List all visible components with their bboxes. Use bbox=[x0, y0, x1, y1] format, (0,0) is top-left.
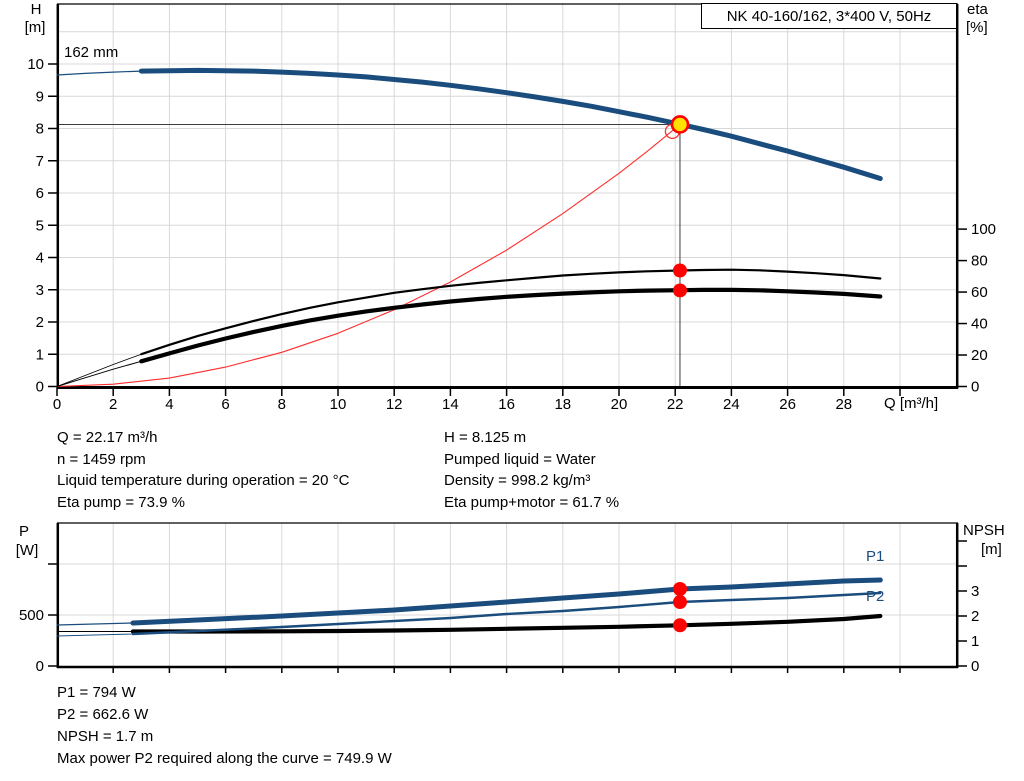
eta-pump-motor-curve bbox=[56, 287, 883, 387]
h-tick-label: 5 bbox=[36, 217, 44, 234]
h-tick-label: 2 bbox=[36, 314, 44, 331]
p1-duty-dot bbox=[672, 581, 687, 596]
p2-curve bbox=[56, 591, 882, 637]
eta-tick-label: 40 bbox=[971, 316, 988, 333]
h-tick-label: 8 bbox=[36, 121, 44, 138]
bottom-chart-grid bbox=[57, 523, 958, 666]
top-right-axis-unit: [%] bbox=[966, 19, 988, 36]
p1-curve-label: P1 bbox=[866, 548, 885, 565]
bottom-chart: 0 500 0 1 2 3 bbox=[19, 522, 979, 675]
q-tick-label: 22 bbox=[667, 396, 684, 413]
h-tick-label: 3 bbox=[36, 282, 44, 299]
q-tick-label: 4 bbox=[165, 396, 173, 413]
result-data-block: P1 = 794 W P2 = 662.6 W NPSH = 1.7 m Max… bbox=[57, 684, 392, 772]
curve-title: NK 40-160/162, 3*400 V, 50Hz bbox=[726, 7, 932, 25]
q-tick-label: 8 bbox=[278, 396, 286, 413]
info-line-p1: P1 = 794 W bbox=[57, 684, 136, 701]
system-curve bbox=[56, 123, 681, 388]
info-line-n: n = 1459 rpm bbox=[57, 450, 146, 468]
info-line-p2: P2 = 662.6 W bbox=[57, 706, 149, 723]
info-line-eta-pump: Eta pump = 73.9 % bbox=[57, 493, 185, 511]
p1-curve bbox=[56, 577, 883, 626]
q-tick-label: 14 bbox=[442, 396, 459, 413]
eta-tick-label: 100 bbox=[971, 221, 996, 238]
q-tick-label: 18 bbox=[554, 396, 571, 413]
info-line-q: Q = 22.17 m³/h bbox=[57, 429, 158, 446]
info-line-density: Density = 998.2 kg/m³ bbox=[444, 472, 591, 490]
curve-title-box: NK 40-160/162, 3*400 V, 50Hz bbox=[701, 3, 957, 29]
eta-tick-label: 20 bbox=[971, 347, 988, 364]
top-chart-markers bbox=[664, 115, 690, 298]
bottom-left-axis-title: P bbox=[18, 523, 29, 540]
info-line-liquid: Pumped liquid = Water bbox=[444, 450, 596, 468]
npsh-tick-label: 2 bbox=[971, 608, 979, 625]
info-line-maxpower: Max power P2 required along the curve = … bbox=[57, 750, 392, 767]
impeller-diameter-label: 162 mm bbox=[64, 44, 119, 61]
eta-pump-duty-dot bbox=[672, 263, 687, 278]
q-tick-label: 28 bbox=[835, 396, 852, 413]
duty-point-marker bbox=[670, 115, 690, 134]
top-chart-curves bbox=[56, 67, 883, 388]
q-tick-label: 26 bbox=[779, 396, 796, 413]
p2-duty-dot bbox=[672, 595, 687, 610]
p-tick-label: 500 bbox=[19, 607, 44, 624]
eta-pump-curve bbox=[56, 268, 882, 387]
bottom-left-axis-unit: [W] bbox=[15, 542, 39, 559]
info-line-eta-total: Eta pump+motor = 61.7 % bbox=[444, 493, 620, 511]
bottom-right-axis-title: NPSH bbox=[963, 522, 1005, 539]
h-tick-label: 4 bbox=[36, 250, 44, 267]
p2-curve-label: P2 bbox=[866, 588, 885, 605]
head-curve-162mm bbox=[56, 67, 883, 181]
bottom-chart-markers bbox=[672, 581, 687, 633]
eta-pump-motor-duty-dot bbox=[672, 283, 687, 298]
x-axis-title: Q [m³/h] bbox=[884, 395, 939, 412]
eta-tick-label: 0 bbox=[971, 379, 979, 396]
info-line-temp: Liquid temperature during operation = 20… bbox=[57, 472, 350, 490]
duty-crosshair bbox=[57, 123, 681, 387]
h-tick-label: 6 bbox=[36, 185, 44, 202]
eta-tick-label: 60 bbox=[971, 284, 988, 301]
top-chart-grid bbox=[57, 4, 958, 387]
operating-data-right: H = 8.125 m Pumped liquid = Water Densit… bbox=[444, 429, 619, 515]
info-line-npsh: NPSH = 1.7 m bbox=[57, 728, 154, 745]
q-tick-label: 24 bbox=[723, 396, 740, 413]
h-tick-label: 0 bbox=[36, 379, 44, 396]
q-tick-label: 12 bbox=[386, 396, 403, 413]
npsh-tick-label: 3 bbox=[971, 583, 979, 600]
bottom-right-axis-unit: [m] bbox=[981, 541, 1002, 558]
q-tick-label: 20 bbox=[611, 396, 628, 413]
h-tick-label: 1 bbox=[36, 346, 44, 363]
npsh-duty-dot bbox=[672, 618, 687, 633]
info-line-h: H = 8.125 m bbox=[444, 429, 527, 446]
operating-data-left: Q = 22.17 m³/h n = 1459 rpm Liquid tempe… bbox=[57, 429, 349, 515]
h-tick-label: 9 bbox=[36, 88, 44, 105]
p-tick-label: 0 bbox=[36, 658, 44, 675]
q-tick-label: 10 bbox=[330, 396, 347, 413]
q-tick-label: 6 bbox=[221, 396, 229, 413]
bottom-chart-curves bbox=[56, 577, 883, 637]
q-tick-label: 2 bbox=[109, 396, 117, 413]
npsh-curve bbox=[56, 613, 883, 634]
h-tick-label: 10 bbox=[27, 56, 44, 73]
top-left-axis-title: H bbox=[30, 1, 42, 18]
top-chart-frame bbox=[56, 3, 959, 389]
top-right-axis-title: eta bbox=[967, 1, 988, 18]
q-tick-label: 0 bbox=[53, 396, 61, 413]
bottom-chart-ticks: 0 500 0 1 2 3 bbox=[19, 540, 979, 675]
h-tick-label: 7 bbox=[36, 153, 44, 170]
bottom-chart-frame bbox=[56, 522, 959, 669]
npsh-tick-label: 1 bbox=[971, 633, 979, 650]
eta-tick-label: 80 bbox=[971, 253, 988, 270]
top-left-axis-unit: [m] bbox=[24, 19, 46, 36]
npsh-tick-label: 0 bbox=[971, 658, 979, 675]
q-tick-label: 16 bbox=[498, 396, 515, 413]
